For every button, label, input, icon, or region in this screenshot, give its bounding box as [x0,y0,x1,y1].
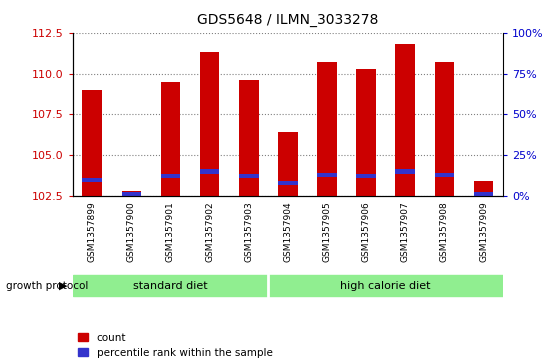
Bar [200,170,219,174]
Text: GSM1357909: GSM1357909 [479,201,488,262]
Bar [435,173,454,177]
Bar [396,44,415,196]
Bar [474,181,494,196]
Bar [200,52,219,196]
Text: GSM1357902: GSM1357902 [205,201,214,262]
Text: GSM1357900: GSM1357900 [127,201,136,262]
Text: GSM1357903: GSM1357903 [244,201,253,262]
Bar [435,62,454,196]
Text: GSM1357899: GSM1357899 [88,201,97,262]
Bar [318,173,337,177]
Bar [83,90,102,196]
Text: high calorie diet: high calorie diet [340,281,431,291]
Bar [239,174,258,179]
Bar [396,170,415,174]
Bar [161,174,180,179]
Bar [122,191,141,196]
Text: GSM1357904: GSM1357904 [283,201,292,262]
Text: GSM1357907: GSM1357907 [401,201,410,262]
Bar [268,275,503,297]
Legend: count, percentile rank within the sample: count, percentile rank within the sample [78,333,272,358]
Bar [73,275,268,297]
Bar [474,192,494,196]
Text: GSM1357905: GSM1357905 [323,201,331,262]
Title: GDS5648 / ILMN_3033278: GDS5648 / ILMN_3033278 [197,13,378,28]
Bar [318,62,337,196]
Bar [357,174,376,179]
Text: ▶: ▶ [59,281,67,291]
Bar [83,178,102,182]
Bar [161,82,180,196]
Bar [278,181,298,185]
Bar [278,132,298,196]
Text: GSM1357901: GSM1357901 [166,201,175,262]
Bar [357,69,376,196]
Bar [239,80,258,196]
Text: growth protocol: growth protocol [6,281,88,291]
Bar [122,192,141,196]
Text: standard diet: standard diet [133,281,208,291]
Text: GSM1357908: GSM1357908 [440,201,449,262]
Text: GSM1357906: GSM1357906 [362,201,371,262]
